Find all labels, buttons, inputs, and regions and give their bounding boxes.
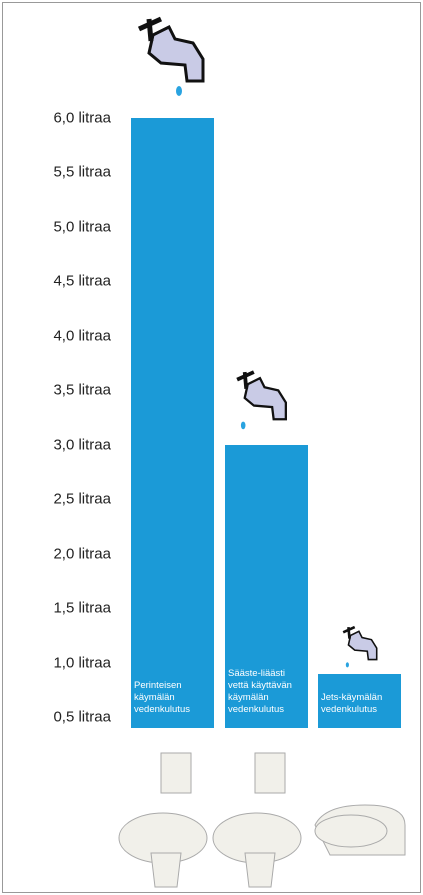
bar: Sääste-liäästi vettä käyttävän käymälän … <box>225 445 308 728</box>
y-tick-label: 4,0 litraa <box>3 327 111 344</box>
y-tick-label: 3,0 litraa <box>3 436 111 453</box>
y-tick-label: 5,5 litraa <box>3 164 111 181</box>
bar-label: Sääste-liäästi vettä käyttävän käymälän … <box>228 668 306 716</box>
faucet-icon <box>231 369 295 433</box>
y-tick-label: 4,5 litraa <box>3 273 111 290</box>
chart: 0,5 litraa 1,0 litraa 1,5 litraa 2,0 litraa… <box>2 2 421 893</box>
y-tick-label: 0,5 litraa <box>3 709 111 726</box>
bar: Jets-käymälän vedenkulutus <box>318 674 401 728</box>
y-tick-label: 2,0 litraa <box>3 545 111 562</box>
bar-label: Jets-käymälän vedenkulutus <box>321 692 399 716</box>
bar-label: Perinteisen käymälän vedenkulutus <box>134 680 212 716</box>
y-tick-label: 6,0 litraa <box>3 109 111 126</box>
y-tick-label: 1,0 litraa <box>3 654 111 671</box>
y-tick-label: 3,5 litraa <box>3 382 111 399</box>
toilets <box>3 743 420 891</box>
bar: Perinteisen käymälän vedenkulutus <box>131 118 214 728</box>
y-tick-label: 5,0 litraa <box>3 218 111 235</box>
faucet-icon <box>339 625 383 669</box>
faucet-icon <box>131 15 215 99</box>
y-tick-label: 2,5 litraa <box>3 491 111 508</box>
y-tick-label: 1,5 litraa <box>3 600 111 617</box>
